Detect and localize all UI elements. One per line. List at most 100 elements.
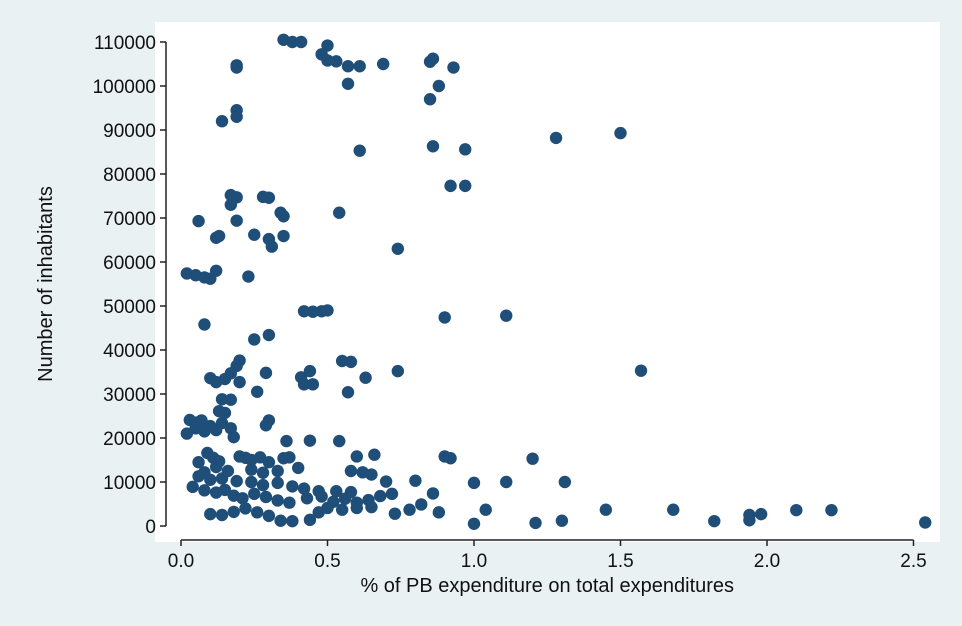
data-point (391, 364, 405, 378)
x-tick-label: 0.0 (168, 551, 194, 572)
data-point (303, 364, 317, 378)
data-point (215, 508, 229, 522)
data-point (350, 501, 363, 515)
data-point (667, 503, 680, 516)
data-point (321, 501, 334, 515)
data-point (277, 229, 290, 243)
data-point (192, 470, 205, 483)
data-point (262, 456, 276, 469)
data-point (303, 434, 317, 447)
data-point (438, 311, 451, 324)
data-point (286, 35, 299, 49)
data-point (297, 305, 311, 318)
data-point (230, 61, 243, 74)
data-point (192, 456, 205, 469)
data-point (549, 131, 563, 145)
data-point (426, 52, 440, 65)
data-point (365, 468, 378, 481)
data-point (248, 487, 261, 501)
data-point (230, 110, 243, 124)
data-point (447, 61, 460, 74)
data-point (248, 228, 261, 241)
data-point (280, 434, 293, 448)
data-point (432, 506, 446, 519)
y-tick-label: 10000 (103, 473, 156, 494)
data-point (292, 461, 305, 475)
x-axis-title: % of PB expenditure on total expenditure… (360, 575, 734, 597)
data-point (426, 487, 440, 500)
data-point (198, 318, 211, 331)
data-point (186, 480, 199, 494)
data-point (215, 472, 229, 485)
data-point (444, 179, 457, 193)
data-point (409, 474, 422, 487)
data-point (224, 198, 238, 211)
data-point (227, 505, 240, 519)
x-tick-label: 2.5 (900, 551, 926, 572)
data-point (341, 77, 355, 91)
data-point (297, 378, 311, 391)
data-point (259, 419, 273, 432)
data-point (306, 378, 320, 391)
x-tick-label: 1.5 (607, 551, 633, 572)
data-point (248, 333, 261, 346)
data-point (306, 305, 320, 318)
data-point (344, 464, 358, 478)
x-axis-ticks: 0.0 0.5 1.0 1.5 2.0 2.5 (168, 540, 927, 572)
data-point (338, 492, 352, 505)
data-point (215, 393, 229, 406)
data-point (335, 503, 349, 516)
data-point (230, 214, 243, 227)
data-point (204, 507, 217, 521)
data-point (218, 406, 232, 420)
data-point (262, 328, 276, 342)
y-tick-label: 30000 (103, 385, 156, 406)
data-point (344, 355, 358, 369)
data-point (256, 478, 270, 492)
data-point (242, 270, 255, 283)
data-point (368, 448, 381, 461)
data-point (500, 309, 513, 322)
data-point (341, 59, 355, 73)
data-point (271, 476, 284, 490)
data-point (286, 514, 299, 528)
data-point (379, 475, 393, 488)
data-point (558, 475, 572, 489)
y-tick-label: 60000 (103, 253, 156, 274)
x-tick-label: 1.0 (461, 551, 487, 572)
data-point (224, 393, 238, 406)
data-point (233, 375, 246, 389)
data-point (432, 79, 446, 93)
data-point (403, 503, 416, 516)
data-point (198, 484, 211, 497)
data-point (245, 475, 258, 489)
data-point (239, 502, 252, 515)
data-point (391, 242, 405, 255)
data-point (614, 126, 627, 140)
y-tick-label: 20000 (103, 429, 156, 450)
data-point (262, 509, 276, 523)
data-point (529, 516, 542, 530)
data-point (209, 264, 223, 277)
data-point (209, 231, 223, 244)
data-point (209, 460, 223, 474)
data-point (271, 464, 284, 478)
data-point (599, 503, 613, 516)
data-point (365, 500, 378, 514)
data-point (790, 503, 803, 517)
y-tick-label: 0 (145, 517, 156, 538)
data-point (218, 483, 232, 497)
y-tick-label: 40000 (103, 341, 156, 362)
data-point (227, 430, 240, 444)
data-point (754, 507, 768, 521)
data-point (526, 452, 539, 465)
data-point (459, 179, 472, 193)
data-point (359, 371, 372, 384)
data-point (271, 494, 284, 507)
data-point (204, 473, 217, 486)
data-point (274, 514, 287, 527)
data-point (283, 451, 296, 464)
data-point (300, 492, 314, 505)
data-point (423, 93, 437, 106)
data-point (294, 35, 308, 49)
